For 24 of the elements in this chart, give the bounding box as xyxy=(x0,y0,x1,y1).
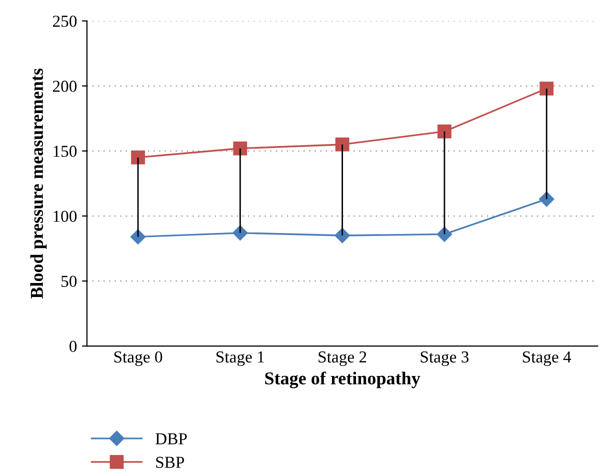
y-tick-label: 50 xyxy=(62,276,77,287)
x-axis-title: Stage of retinopathy xyxy=(265,372,420,388)
point xyxy=(131,150,145,164)
y-tick-label: 100 xyxy=(54,210,77,222)
point xyxy=(540,82,554,96)
point xyxy=(438,124,452,138)
y-tick-label: 150 xyxy=(54,146,77,157)
y-tick-label: 0 xyxy=(70,340,77,352)
legend-label: SBP xyxy=(156,456,184,468)
point xyxy=(233,141,248,156)
point xyxy=(130,229,146,244)
y-tick-label: 250 xyxy=(52,16,77,27)
x-tick-label: Stage 0 xyxy=(114,351,162,366)
x-tick-label: Stage 4 xyxy=(522,351,572,366)
point xyxy=(335,138,350,152)
y-axis-title: Blood pressure measurements xyxy=(30,68,47,299)
point xyxy=(436,226,452,242)
y-tick-label: 200 xyxy=(52,80,77,92)
point xyxy=(539,192,554,207)
legend-label: DBP xyxy=(156,433,187,444)
x-tick-label: Stage 3 xyxy=(420,351,469,366)
x-tick-label: Stage 2 xyxy=(318,351,366,366)
x-tick-label: Stage 1 xyxy=(216,351,264,366)
point xyxy=(232,225,248,240)
